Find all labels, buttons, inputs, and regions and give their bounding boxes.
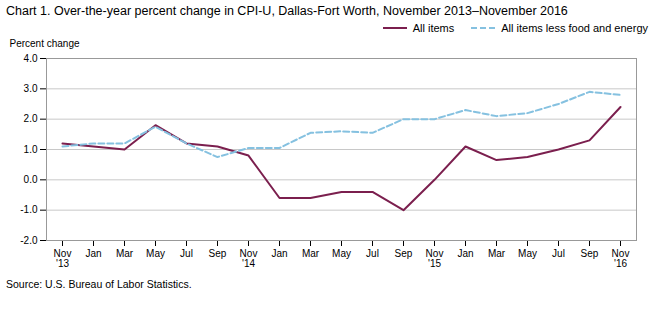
svg-text:Nov'15: Nov'15 <box>426 248 444 269</box>
svg-text:-1.0: -1.0 <box>20 204 38 215</box>
svg-text:2.0: 2.0 <box>24 113 38 124</box>
html-text:All items: All items <box>412 22 455 34</box>
svg-text:Sep: Sep <box>581 248 599 259</box>
svg-text:4.0: 4.0 <box>24 53 38 64</box>
svg-text:Sep: Sep <box>209 248 227 259</box>
html-text:Chart 1. Over-the-year percent: Chart 1. Over-the-year percent change in… <box>6 4 568 18</box>
svg-text:Jan: Jan <box>271 248 287 259</box>
svg-text:0.0: 0.0 <box>24 174 38 185</box>
svg-text:Nov'13: Nov'13 <box>54 248 72 269</box>
svg-text:May: May <box>518 248 537 259</box>
svg-text:Nov'14: Nov'14 <box>240 248 258 269</box>
svg-text:Jan: Jan <box>457 248 473 259</box>
html-text:All items less food and energy: All items less food and energy <box>501 22 648 34</box>
html-text:Source: U.S. Bureau of Labor S: Source: U.S. Bureau of Labor Statistics. <box>6 278 192 290</box>
svg-text:Mar: Mar <box>302 248 320 259</box>
svg-text:Mar: Mar <box>116 248 134 259</box>
svg-text:Jan: Jan <box>85 248 101 259</box>
svg-text:Jul: Jul <box>366 248 379 259</box>
svg-text:3.0: 3.0 <box>24 83 38 94</box>
svg-text:1.0: 1.0 <box>24 144 38 155</box>
svg-text:Percent change: Percent change <box>10 38 80 49</box>
svg-text:Sep: Sep <box>395 248 413 259</box>
svg-text:Mar: Mar <box>488 248 506 259</box>
svg-text:May: May <box>146 248 165 259</box>
svg-text:Nov'16: Nov'16 <box>612 248 630 269</box>
svg-text:Jul: Jul <box>180 248 193 259</box>
svg-text:-2.0: -2.0 <box>20 235 38 246</box>
svg-text:Jul: Jul <box>552 248 565 259</box>
svg-text:May: May <box>332 248 351 259</box>
